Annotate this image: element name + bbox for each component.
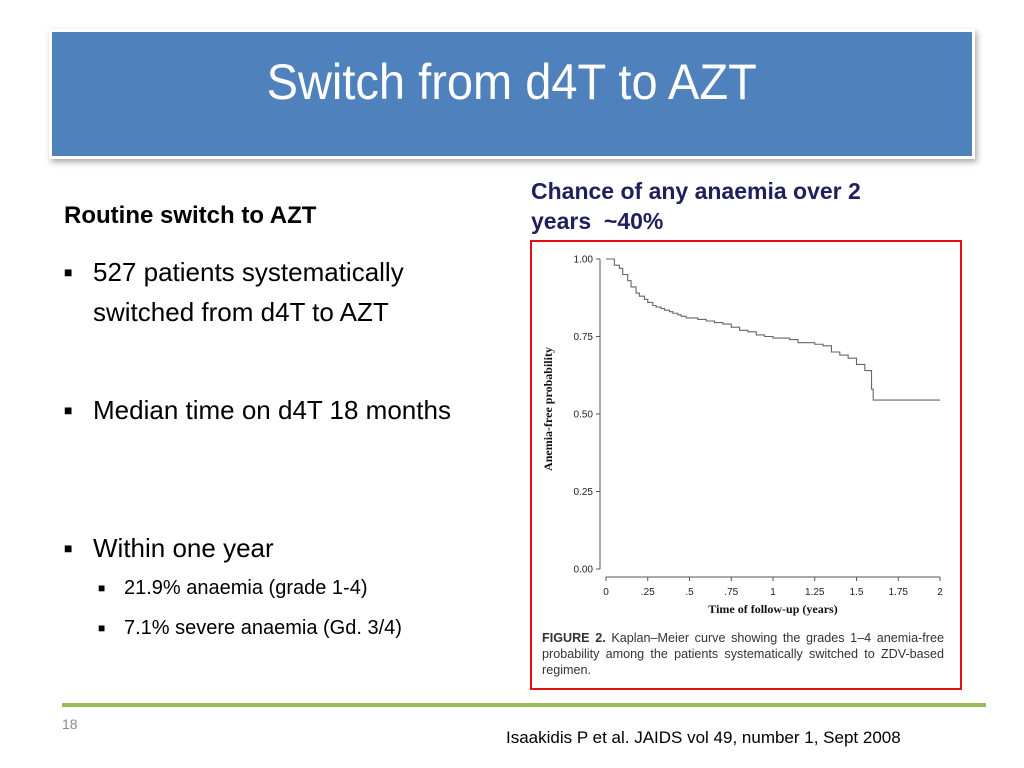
x-tick-label: 1.75 bbox=[889, 587, 909, 598]
bullet-text: Within one year bbox=[93, 533, 274, 563]
x-tick-label: .75 bbox=[724, 587, 738, 598]
sub-bullet-item: ■ 7.1% severe anaemia (Gd. 3/4) bbox=[64, 608, 504, 648]
y-tick-label: 0.25 bbox=[574, 487, 594, 498]
y-axis-label: Anemia-free probability bbox=[541, 347, 555, 471]
y-tick-label: 0.50 bbox=[574, 410, 594, 421]
page-number: 18 bbox=[62, 716, 78, 732]
x-tick-label: 1.5 bbox=[850, 587, 864, 598]
bullet-list: ■ 527 patients systematically switched f… bbox=[64, 252, 504, 648]
km-chart: 0.000.250.500.751.000.25.5.75 1 1.25 1.5 1.7… bbox=[541, 255, 943, 617]
x-tick-label: .5 bbox=[685, 587, 694, 598]
figure-label: FIGURE 2. bbox=[542, 631, 606, 645]
bullet-item: ■ Median time on d4T 18 months bbox=[64, 390, 504, 470]
square-bullet-icon: ■ bbox=[64, 540, 73, 556]
square-bullet-icon: ■ bbox=[64, 402, 73, 418]
right-heading-line1: Chance of any anaemia over 2 bbox=[531, 178, 861, 204]
square-bullet-icon: ■ bbox=[64, 264, 73, 280]
x-axis-label: Time of follow-up (years) bbox=[708, 602, 837, 616]
x-tick-label: 1 bbox=[770, 587, 776, 598]
footer-divider bbox=[62, 703, 986, 707]
bullet-text: 527 patients systematically switched fro… bbox=[93, 257, 404, 327]
caption-text: Kaplan–Meier curve showing the grades 1–… bbox=[542, 631, 944, 677]
y-tick-label: 0.75 bbox=[574, 332, 594, 343]
x-tick-label: .25 bbox=[641, 587, 655, 598]
sub-bullet-text: 7.1% severe anaemia (Gd. 3/4) bbox=[124, 617, 402, 639]
bullet-text: Median time on d4T 18 months bbox=[93, 395, 451, 425]
sub-bullet-text: 21.9% anaemia (grade 1-4) bbox=[124, 577, 368, 599]
y-tick-label: 1.00 bbox=[574, 255, 594, 266]
km-figure: 0.00 0.25 0.50 0.75 1.00 0.25.5.75 1 1.25 1.5 1.7… bbox=[530, 240, 962, 690]
x-tick-label: 2 bbox=[937, 587, 943, 598]
square-bullet-icon: ■ bbox=[98, 621, 106, 635]
left-heading: Routine switch to AZT bbox=[64, 202, 317, 229]
citation: Isaakidis P et al. JAIDS vol 49, number … bbox=[506, 728, 901, 747]
right-heading: Chance of any anaemia over 2 years ~40% bbox=[531, 176, 961, 236]
x-tick-label: 0 bbox=[603, 587, 609, 598]
y-tick-label: 0.00 bbox=[574, 565, 594, 576]
figure-caption: FIGURE 2. Kaplan–Meier curve showing the… bbox=[542, 630, 944, 678]
slide-title: Switch from d4T to AZT bbox=[266, 54, 758, 110]
x-tick-label: 1.25 bbox=[805, 587, 825, 598]
sub-bullet-item: ■ 21.9% anaemia (grade 1-4) bbox=[64, 568, 504, 608]
right-heading-line2: years ~40% bbox=[531, 208, 664, 234]
bullet-item: ■ 527 patients systematically switched f… bbox=[64, 252, 504, 332]
square-bullet-icon: ■ bbox=[98, 581, 106, 595]
km-curve-line bbox=[606, 258, 940, 401]
title-banner: Switch from d4T to AZT bbox=[52, 32, 972, 156]
bullet-item: ■ Within one year bbox=[64, 528, 504, 568]
